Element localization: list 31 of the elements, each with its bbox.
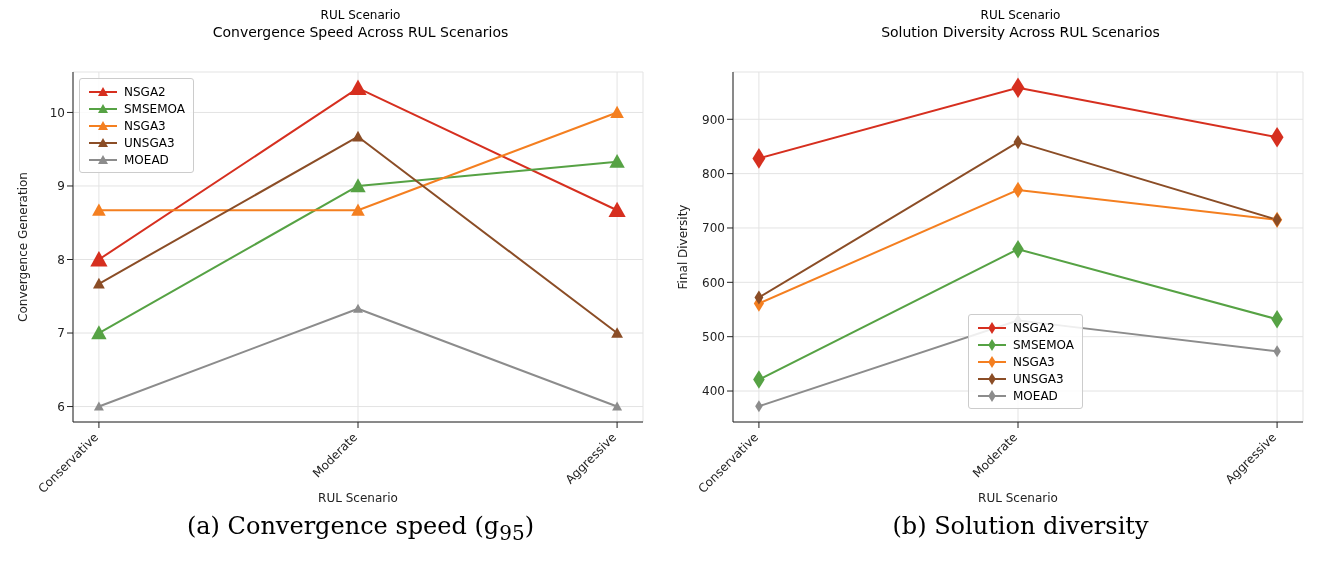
legend-label: NSGA3 — [124, 118, 166, 133]
x-axis-title: RUL Scenario — [978, 491, 1058, 505]
y-tick-label: 10 — [49, 105, 65, 120]
y-tick-label: 9 — [57, 179, 65, 194]
y-tick-label: 700 — [702, 221, 725, 236]
legend-label: NSGA2 — [1013, 320, 1055, 335]
text: RUL Scenario — [979, 8, 1062, 24]
y-axis-title: Final Diversity — [676, 204, 691, 290]
y-tick-label: 500 — [702, 329, 725, 344]
y-tick-label: 800 — [702, 166, 725, 181]
y-tick-label: 400 — [702, 384, 725, 399]
y-tick-label: 6 — [57, 399, 65, 414]
text: (b) Solution diversity — [891, 512, 1150, 540]
y-tick-label: 900 — [702, 112, 725, 127]
text: RUL Scenario — [319, 8, 402, 24]
y-axis-title: Convergence Generation — [16, 172, 31, 322]
y-tick-label: 600 — [702, 275, 725, 290]
legend-label: NSGA3 — [1013, 354, 1055, 369]
legend-label: NSGA2 — [124, 84, 166, 99]
legend-label: SMSEMOA — [124, 101, 185, 116]
chart-title: Solution Diversity Across RUL Scenarios — [880, 24, 1161, 42]
legend-label: UNSGA3 — [1013, 371, 1064, 386]
legend-label: MOEAD — [124, 152, 169, 167]
x-axis-title: RUL Scenario — [318, 491, 398, 505]
y-tick-label: 7 — [57, 326, 65, 341]
legend-label: SMSEMOA — [1013, 337, 1074, 352]
legend-label: MOEAD — [1013, 388, 1058, 403]
legend-label: UNSGA3 — [124, 135, 175, 150]
text: (a) Convergence speed (g$_{95}$) — [185, 512, 536, 545]
y-tick-label: 8 — [57, 252, 65, 267]
chart-title: Convergence Speed Across RUL Scenarios — [211, 24, 510, 42]
